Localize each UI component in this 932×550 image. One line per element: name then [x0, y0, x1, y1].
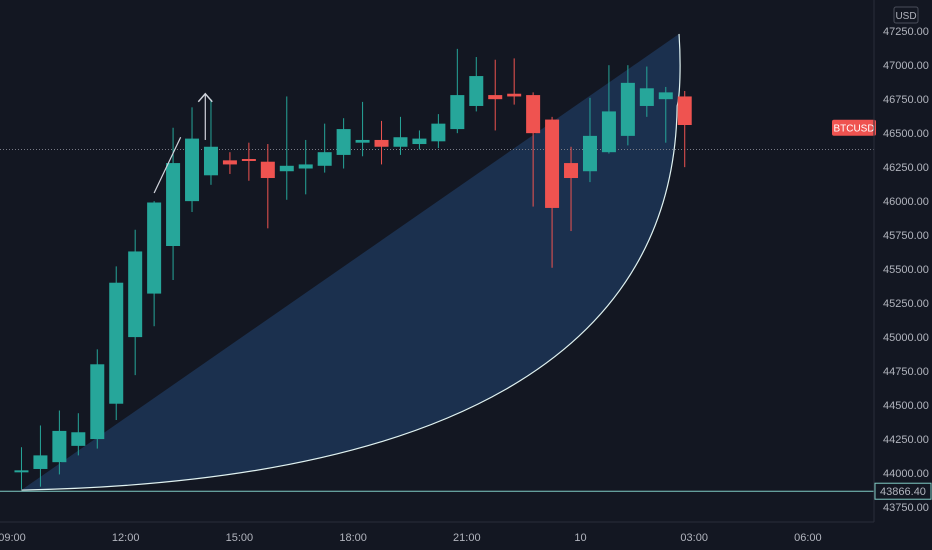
- y-tick-label: 45750.00: [883, 230, 929, 242]
- arrow-head-icon[interactable]: [197, 92, 213, 103]
- symbol-tag-box[interactable]: [832, 119, 876, 136]
- candle-body[interactable]: [677, 96, 692, 126]
- candle-body[interactable]: [545, 119, 560, 208]
- currency-label-text: USD: [895, 11, 916, 22]
- x-tick-label: 12:00: [112, 532, 140, 544]
- candle-body[interactable]: [298, 164, 313, 169]
- candle-body[interactable]: [564, 163, 579, 179]
- candle-body[interactable]: [450, 95, 465, 130]
- x-tick-label: 03:00: [680, 532, 708, 544]
- candle-body[interactable]: [222, 160, 237, 165]
- candle-body[interactable]: [203, 146, 218, 176]
- candle-body[interactable]: [431, 123, 446, 142]
- candle-body[interactable]: [658, 92, 673, 100]
- y-tick-label: 44750.00: [883, 366, 929, 378]
- x-tick-label: 18:00: [339, 532, 367, 544]
- candle-body[interactable]: [185, 138, 200, 202]
- candle-body[interactable]: [317, 152, 332, 166]
- candle-body[interactable]: [639, 88, 654, 106]
- y-tick-label: 45250.00: [883, 298, 929, 310]
- symbol-tag-label: BTCUSD: [833, 124, 874, 135]
- candle-body[interactable]: [582, 135, 597, 172]
- x-tick-label: 15:00: [226, 532, 254, 544]
- y-tick-label: 44250.00: [883, 434, 929, 446]
- candle-body[interactable]: [71, 432, 86, 446]
- candle-body[interactable]: [147, 202, 162, 294]
- y-tick-label: 44000.00: [883, 468, 929, 480]
- candle-body[interactable]: [412, 138, 427, 145]
- y-tick-label: 45000.00: [883, 332, 929, 344]
- candle-body[interactable]: [14, 470, 29, 473]
- candle-body[interactable]: [33, 455, 48, 469]
- candle-body[interactable]: [241, 158, 256, 161]
- candle-body[interactable]: [393, 137, 408, 147]
- candle-body[interactable]: [355, 139, 370, 143]
- y-tick-label: 45500.00: [883, 264, 929, 276]
- candle-body[interactable]: [620, 82, 635, 136]
- y-tick-label: 47250.00: [883, 26, 929, 38]
- y-tick-label: 46750.00: [883, 94, 929, 106]
- price-line-label-box: [874, 482, 932, 500]
- candle-body[interactable]: [260, 161, 275, 179]
- candle-body[interactable]: [90, 364, 105, 440]
- x-tick-label: 09:00: [0, 532, 26, 544]
- x-tick-label: 10: [574, 532, 586, 544]
- candle-body[interactable]: [526, 95, 541, 134]
- candle-body[interactable]: [469, 76, 484, 106]
- currency-label-box: [893, 6, 919, 24]
- y-tick-label: 46500.00: [883, 128, 929, 140]
- candle-body[interactable]: [488, 95, 503, 100]
- arrow-shaft-diagonal[interactable]: [153, 136, 182, 194]
- candle-body[interactable]: [166, 163, 181, 247]
- x-tick-label: 21:00: [453, 532, 481, 544]
- candle-body[interactable]: [109, 282, 124, 404]
- price-line-label: 43866.40: [880, 486, 926, 498]
- candle-body[interactable]: [52, 430, 67, 463]
- y-tick-label: 44500.00: [883, 400, 929, 412]
- plot-area[interactable]: [0, 33, 874, 492]
- drawing-shape-curve[interactable]: [21, 33, 681, 491]
- y-tick-label: 43750.00: [883, 502, 929, 514]
- drawing-shape-fill[interactable]: [21, 33, 681, 491]
- y-tick-label: 46250.00: [883, 162, 929, 174]
- candle-body[interactable]: [128, 251, 143, 338]
- candle-body[interactable]: [507, 93, 522, 97]
- axes: 43866.40 43750.00 44000.00 44250.00 44500.00…: [0, 26, 932, 544]
- y-tick-label: 46000.00: [883, 196, 929, 208]
- candle-body[interactable]: [336, 129, 351, 155]
- candle-body[interactable]: [601, 111, 616, 153]
- currency-label[interactable]: USD: [893, 6, 919, 24]
- candle-body[interactable]: [279, 165, 294, 172]
- candle-body[interactable]: [374, 139, 389, 147]
- x-tick-label: 06:00: [794, 532, 822, 544]
- y-tick-label: 47000.00: [883, 60, 929, 72]
